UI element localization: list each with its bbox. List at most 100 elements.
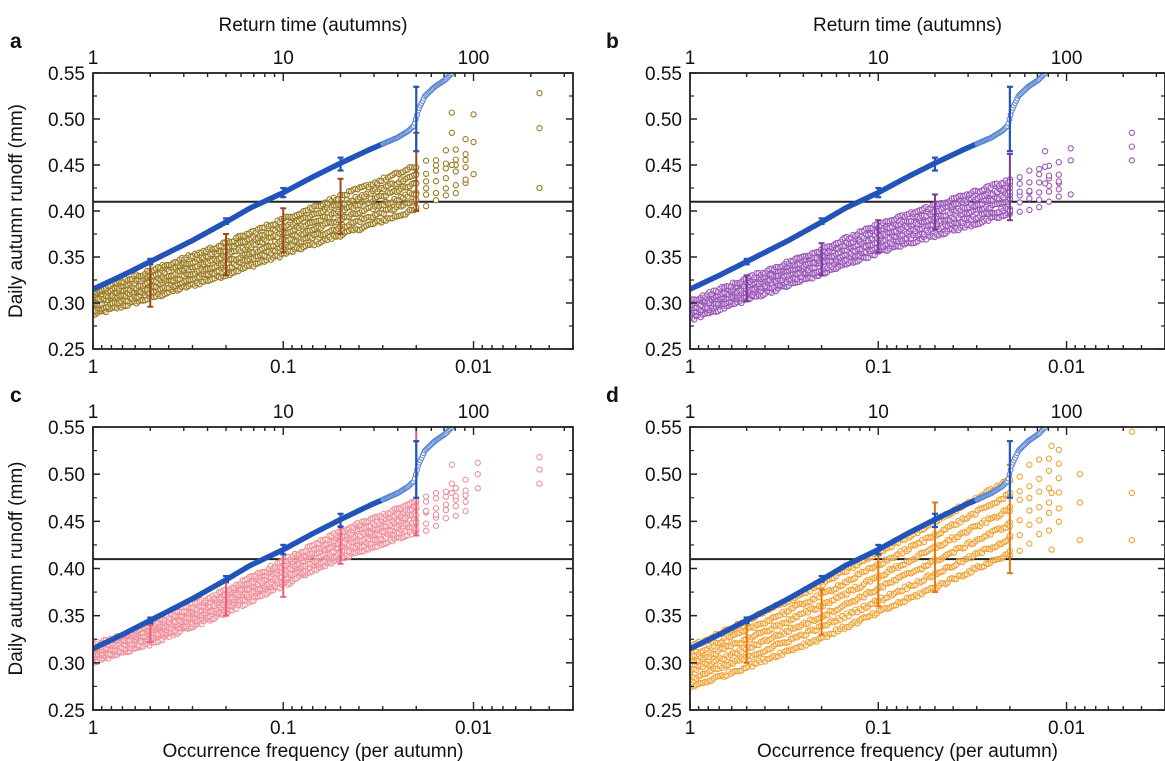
model-point bbox=[1045, 172, 1053, 179]
model-point bbox=[462, 508, 469, 515]
model-point bbox=[442, 160, 450, 167]
top-tick-label: 100 bbox=[1051, 48, 1083, 69]
model-point bbox=[1045, 499, 1053, 506]
model-point bbox=[432, 157, 440, 164]
model-point bbox=[1055, 518, 1062, 525]
model-point bbox=[422, 178, 430, 185]
model-point bbox=[422, 527, 430, 534]
y-tick-label: 0.40 bbox=[48, 202, 85, 223]
y-tick-label: 0.30 bbox=[48, 294, 85, 315]
model-point bbox=[432, 505, 440, 512]
panel-letter: b bbox=[606, 30, 619, 53]
model-point bbox=[1067, 157, 1074, 164]
y-axis-title: Daily autumn runoff (mm) bbox=[6, 462, 27, 676]
model-point bbox=[1045, 484, 1053, 492]
x-tick-label: 1 bbox=[88, 718, 99, 739]
y-tick-label: 0.45 bbox=[645, 156, 682, 177]
model-point bbox=[1036, 196, 1043, 203]
model-point bbox=[452, 156, 459, 163]
model-point bbox=[1026, 483, 1033, 490]
model-point bbox=[1041, 163, 1049, 170]
model-point bbox=[1036, 189, 1043, 196]
model-point bbox=[462, 487, 469, 494]
x-tick-label: 0.1 bbox=[865, 357, 891, 378]
model-point bbox=[448, 489, 455, 497]
model-point bbox=[432, 189, 440, 197]
model-point bbox=[1041, 148, 1049, 155]
model-point bbox=[432, 495, 440, 502]
top-tick-label: 100 bbox=[458, 48, 490, 69]
model-point bbox=[1036, 165, 1043, 173]
x-tick-label: 0.01 bbox=[455, 718, 492, 739]
y-tick-label: 0.25 bbox=[48, 340, 85, 361]
model-point bbox=[1026, 521, 1033, 528]
model-point bbox=[432, 167, 440, 174]
model-point bbox=[1026, 206, 1033, 214]
y-tick-label: 0.40 bbox=[48, 560, 85, 581]
model-point bbox=[1026, 195, 1033, 202]
model-point bbox=[452, 146, 459, 153]
model-point bbox=[422, 498, 430, 505]
model-point bbox=[1016, 174, 1023, 181]
model-point bbox=[422, 493, 430, 500]
model-point bbox=[422, 157, 430, 164]
x-tick-label: 0.01 bbox=[1048, 357, 1085, 378]
model-point bbox=[432, 490, 440, 497]
model-point bbox=[452, 502, 459, 510]
y-tick-label: 0.50 bbox=[48, 465, 85, 486]
model-point bbox=[1016, 531, 1023, 539]
model-point bbox=[536, 125, 543, 132]
y-tick-label: 0.50 bbox=[48, 110, 85, 131]
model-point bbox=[442, 192, 450, 199]
y-tick-label: 0.35 bbox=[48, 248, 85, 269]
model-point bbox=[1055, 489, 1062, 496]
model-point bbox=[1036, 517, 1043, 524]
model-point bbox=[1016, 488, 1023, 495]
model-point bbox=[462, 136, 469, 143]
model-point bbox=[1026, 187, 1033, 195]
plot-area bbox=[93, 73, 573, 318]
model-point bbox=[442, 515, 450, 522]
model-point bbox=[432, 511, 440, 518]
model-point bbox=[1016, 208, 1023, 215]
model-point bbox=[536, 184, 543, 192]
top-tick-label: 1 bbox=[88, 402, 99, 423]
model-point bbox=[1045, 509, 1053, 517]
model-point bbox=[1036, 488, 1043, 495]
panel-letter: a bbox=[10, 30, 22, 53]
model-point bbox=[462, 498, 469, 505]
top-tick-label: 10 bbox=[868, 48, 889, 69]
model-point bbox=[1026, 507, 1033, 514]
y-tick-label: 0.55 bbox=[48, 418, 85, 439]
model-point bbox=[1036, 530, 1043, 538]
y-tick-label: 0.35 bbox=[48, 607, 85, 628]
model-point bbox=[1055, 460, 1062, 467]
model-point bbox=[462, 176, 469, 183]
y-tick-label: 0.40 bbox=[645, 202, 682, 223]
y-tick-label: 0.45 bbox=[48, 156, 85, 177]
plot-area bbox=[690, 73, 1165, 323]
x-tick-label: 1 bbox=[88, 357, 99, 378]
model-point bbox=[442, 506, 450, 514]
model-point bbox=[1016, 180, 1023, 187]
plot-area bbox=[93, 427, 573, 666]
model-point bbox=[1055, 474, 1062, 482]
model-point bbox=[1128, 129, 1135, 136]
top-tick-label: 1 bbox=[685, 48, 696, 69]
model-point bbox=[1128, 157, 1135, 164]
model-point bbox=[462, 151, 469, 158]
model-point bbox=[1016, 547, 1023, 554]
model-point bbox=[452, 512, 459, 519]
model-point bbox=[1026, 179, 1033, 186]
model-point bbox=[442, 488, 450, 495]
y-tick-label: 0.55 bbox=[645, 64, 682, 85]
model-point bbox=[432, 197, 440, 204]
model-point bbox=[1041, 180, 1049, 187]
top-axis-title: Return time (autumns) bbox=[813, 15, 1002, 36]
model-point bbox=[474, 485, 481, 492]
model-point bbox=[536, 90, 543, 97]
top-axis-title: Return time (autumns) bbox=[218, 15, 407, 36]
panel-letter: c bbox=[10, 384, 22, 407]
model-point bbox=[1055, 505, 1062, 512]
